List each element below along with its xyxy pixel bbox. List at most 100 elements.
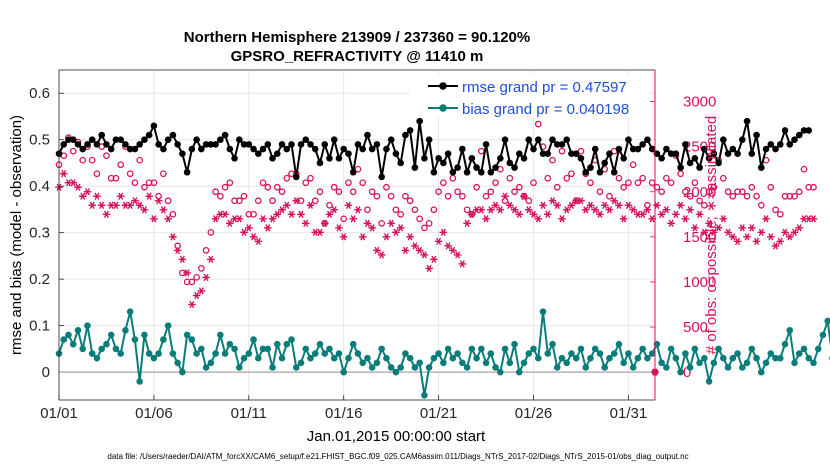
assimilated-obs-marker: [93, 192, 101, 200]
bias-point: [525, 350, 533, 357]
rmse-point: [644, 136, 651, 144]
bias-point: [326, 345, 333, 353]
assimilated-obs-marker: [420, 251, 429, 259]
rmse-point: [98, 131, 106, 139]
bias-point: [454, 350, 461, 357]
asterisk-stroke: [678, 201, 684, 209]
possible-obs-marker: [786, 192, 794, 200]
assimilated-obs-marker: [69, 179, 78, 187]
y-axis-label-right: # of obs: o=possible; ∗=assimilated: [703, 116, 720, 355]
rmse-point: [435, 155, 442, 162]
asterisk-stroke: [516, 210, 522, 218]
bias-point: [169, 350, 177, 357]
assimilated-obs-marker: [638, 210, 647, 218]
bias-point: [534, 354, 542, 362]
possible-obs-marker: [615, 174, 623, 182]
asterisk-stroke: [549, 197, 556, 205]
bias-point: [311, 350, 319, 357]
possible-obs-marker: [141, 183, 148, 191]
possible-obs-marker: [810, 183, 817, 191]
bias-point: [572, 354, 580, 362]
bias-point: [791, 359, 798, 367]
bias-point: [539, 308, 547, 315]
rmse-point: [757, 164, 765, 171]
possible-obs-marker: [416, 215, 423, 223]
asterisk-stroke: [61, 170, 67, 178]
bias-point: [131, 336, 139, 343]
assimilated-obs-marker: [449, 246, 457, 255]
bias-point: [416, 359, 423, 367]
bias-point: [65, 331, 72, 339]
possible-obs-marker: [406, 197, 414, 205]
possible-obs-marker: [69, 147, 77, 155]
rmse-point: [88, 136, 96, 144]
asterisk-stroke: [103, 210, 109, 218]
rmse-point: [164, 136, 172, 144]
assimilated-obs-marker: [505, 201, 514, 209]
possible-obs-marker: [473, 183, 480, 191]
bias-point: [506, 359, 514, 367]
bias-point: [497, 368, 504, 376]
assimilated-obs-marker: [619, 215, 628, 223]
y-tick-label-right: 1000: [683, 274, 716, 291]
bias-point: [259, 345, 267, 353]
possible-obs-marker: [316, 188, 324, 196]
assimilated-obs-marker: [358, 233, 367, 241]
assimilated-obs-marker: [790, 228, 799, 236]
bias-point: [743, 359, 751, 367]
asterisk-stroke: [65, 179, 71, 187]
assimilated-obs-marker: [278, 206, 286, 214]
assimilated-obs-marker: [145, 192, 153, 200]
asterisk-stroke: [312, 228, 318, 236]
rmse-point: [582, 168, 590, 176]
possible-obs-marker: [264, 183, 272, 191]
assimilated-obs-marker: [553, 201, 562, 209]
rmse-point: [577, 155, 585, 162]
rmse-point: [478, 168, 485, 176]
bias-point: [164, 322, 172, 329]
rmse-point: [463, 168, 471, 176]
bias-point: [117, 350, 124, 357]
asterisk-stroke: [350, 215, 356, 223]
rmse-point: [65, 136, 72, 144]
assimilated-obs-marker: [672, 210, 680, 218]
assimilated-obs-marker: [245, 224, 253, 232]
assimilated-obs-marker: [771, 242, 780, 250]
possible-obs-marker: [207, 228, 215, 236]
assimilated-obs-marker: [766, 233, 775, 241]
asterisk-stroke: [649, 215, 655, 223]
bias-point: [321, 350, 329, 357]
rmse-point: [297, 141, 305, 148]
rmse-point: [69, 136, 77, 144]
possible-obs-marker: [639, 174, 647, 182]
footer-data-file: data file: /Users/raeder/DAI/ATM_forcXX/…: [107, 452, 688, 461]
possible-obs-marker: [307, 174, 314, 182]
asterisk-stroke: [478, 206, 484, 214]
bias-point: [297, 359, 305, 367]
possible-obs-marker: [349, 188, 357, 196]
possible-obs-marker: [397, 210, 405, 218]
bias-point: [530, 345, 537, 353]
possible-obs-marker: [724, 188, 732, 196]
bias-point: [511, 340, 518, 348]
assimilated-obs-marker: [164, 215, 172, 223]
rmse-point: [231, 155, 238, 162]
bias-point: [397, 364, 404, 371]
assimilated-obs-marker: [240, 228, 248, 236]
asterisk-stroke: [744, 233, 750, 241]
asterisk-stroke: [635, 210, 641, 218]
assimilated-obs-marker: [524, 206, 533, 214]
asterisk-stroke: [459, 260, 465, 268]
rmse-point: [487, 168, 495, 176]
bias-point: [221, 350, 229, 357]
rmse-point: [150, 122, 158, 130]
possible-obs-marker: [392, 206, 400, 214]
asterisk-stroke: [241, 228, 247, 236]
y-tick-label-right: 2000: [683, 184, 716, 201]
asterisk-stroke: [668, 219, 674, 227]
asterisk-stroke: [673, 210, 679, 218]
rmse-point: [568, 150, 575, 157]
rmse-point: [198, 145, 205, 153]
assimilated-obs-marker: [425, 264, 433, 273]
bias-point: [805, 354, 813, 362]
